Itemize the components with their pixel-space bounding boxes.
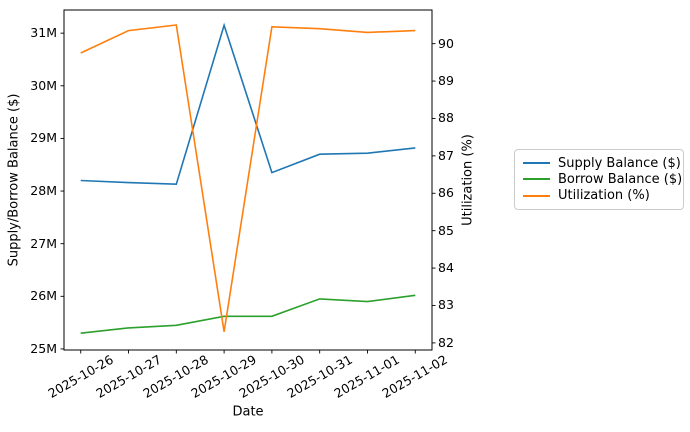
legend-label: Utilization (%) (558, 188, 650, 204)
series-line-supply-balance (80, 22, 416, 186)
y-tick-label-right: 86 (438, 185, 454, 201)
series-line-borrow-balance (80, 294, 416, 334)
y-tick-label-right: 89 (438, 72, 454, 88)
y-tick-label-right: 87 (438, 147, 454, 163)
y-tick-label-left: 30M (30, 77, 57, 93)
y-tick-label-left: 27M (30, 235, 57, 251)
y-tick-label-left: 25M (30, 340, 57, 356)
y-tick-label-left: 28M (30, 182, 57, 198)
legend-label: Supply Balance ($) (558, 155, 681, 171)
series-line-utilization (80, 24, 416, 332)
legend-line-swatch (523, 162, 550, 165)
y-tick-label-right: 90 (438, 35, 454, 51)
y-tick-label-left: 29M (30, 130, 57, 146)
legend-item-0: Supply Balance ($) (523, 155, 681, 171)
legend-label: Borrow Balance ($) (558, 171, 683, 187)
legend-line-swatch (523, 194, 550, 197)
legend-item-2: Utilization (%) (523, 188, 675, 204)
y-tick-label-right: 88 (438, 110, 454, 126)
legend-item-1: Borrow Balance ($) (523, 171, 682, 187)
legend-line-swatch (523, 178, 550, 181)
x-axis-label: Date (232, 404, 264, 420)
y-tick-label-right: 84 (438, 259, 454, 275)
legend: Supply Balance ($) Borrow Balance ($) Util… (514, 149, 684, 210)
y-tick-label-left: 26M (30, 288, 57, 304)
y-tick-label-right: 82 (438, 334, 454, 350)
y-tick-label-left: 31M (30, 24, 57, 40)
y-axis-label-left: Supply/Borrow Balance ($) (6, 93, 22, 267)
y-axis-label-right: Utilization (%) (460, 134, 476, 226)
y-tick-label-right: 85 (438, 222, 454, 238)
y-tick-label-right: 83 (438, 297, 454, 313)
